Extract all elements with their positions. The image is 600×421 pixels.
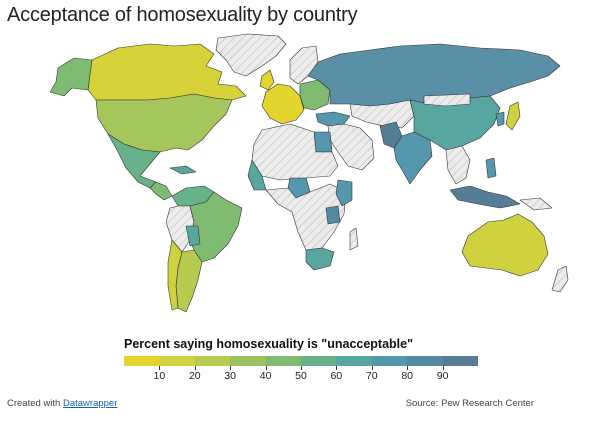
middle-east-region[interactable] xyxy=(327,123,375,171)
legend-tick-label: 10 xyxy=(153,370,166,382)
credit-text: Created with Datawrapper xyxy=(7,398,117,409)
new-zealand-region[interactable] xyxy=(551,265,569,293)
legend-swatch xyxy=(265,356,302,366)
legend-tick-mark xyxy=(194,366,196,370)
legend-swatch xyxy=(442,356,479,366)
legend-tick-label: 50 xyxy=(295,370,307,382)
australia-region[interactable] xyxy=(461,213,549,277)
egypt-region[interactable] xyxy=(313,131,333,153)
legend-swatch xyxy=(230,356,266,366)
east-africa-region[interactable] xyxy=(335,179,353,207)
legend-tick-label: 90 xyxy=(436,370,449,382)
legend-tick-mark xyxy=(230,366,232,370)
india-region[interactable] xyxy=(393,131,433,185)
central-asia-region[interactable] xyxy=(349,99,415,129)
turkey-region[interactable] xyxy=(315,111,351,127)
world-map-svg[interactable] xyxy=(0,30,600,330)
korea-region[interactable] xyxy=(495,111,505,127)
legend-swatch xyxy=(301,356,337,366)
central-america-region[interactable] xyxy=(149,181,173,201)
japan-region[interactable] xyxy=(505,101,521,131)
mongolia-region[interactable] xyxy=(423,93,471,107)
legend-tick-label: 30 xyxy=(224,370,237,382)
legend-tick-label: 70 xyxy=(365,370,378,382)
legend-tick-mark xyxy=(371,366,373,370)
legend-tick-mark xyxy=(442,366,444,370)
legend-swatch xyxy=(407,356,443,366)
western-europe-region[interactable] xyxy=(261,83,305,125)
south-africa-region[interactable] xyxy=(305,247,335,271)
madagascar-region[interactable] xyxy=(349,227,359,251)
map-title: Acceptance of homosexuality by country xyxy=(7,4,358,26)
philippines-region[interactable] xyxy=(485,157,497,179)
west-africa-region[interactable] xyxy=(247,159,267,191)
papua-region[interactable] xyxy=(519,197,553,211)
indonesia-region[interactable] xyxy=(449,185,521,209)
mexico-region[interactable] xyxy=(107,133,161,189)
legend-title: Percent saying homosexuality is "unaccep… xyxy=(124,337,414,351)
legend-swatch xyxy=(159,356,195,366)
legend-tick-label: 80 xyxy=(401,370,414,382)
legend-ticks: 10 20 30 40 50 60 70 80 90 xyxy=(124,366,478,382)
source-text: Source: Pew Research Center xyxy=(405,398,534,409)
legend-swatch xyxy=(371,356,408,366)
central-africa-region[interactable] xyxy=(265,183,347,251)
legend-swatch xyxy=(124,356,160,366)
legend-swatch xyxy=(194,356,231,366)
legend-swatch xyxy=(336,356,372,366)
greenland-region[interactable] xyxy=(215,33,287,77)
uk-region[interactable] xyxy=(259,69,275,91)
legend-tick-mark xyxy=(159,366,161,370)
southeast-asia-region[interactable] xyxy=(445,145,471,185)
legend-tick-mark xyxy=(301,366,302,370)
credit-prefix: Created with xyxy=(7,398,63,409)
legend-tick-label: 60 xyxy=(330,370,343,382)
legend-tick-mark xyxy=(407,366,409,370)
legend-tick-label: 20 xyxy=(188,370,201,382)
tanzania-region[interactable] xyxy=(325,205,341,225)
alaska-region[interactable] xyxy=(49,57,93,97)
world-map[interactable] xyxy=(0,30,600,330)
legend-tick-mark xyxy=(336,366,338,370)
chile-region[interactable] xyxy=(167,239,183,311)
datawrapper-link[interactable]: Datawrapper xyxy=(62,398,118,409)
legend-color-scale xyxy=(124,356,479,366)
legend-tick-mark xyxy=(265,366,267,370)
caribbean-region[interactable] xyxy=(169,165,197,175)
legend-tick-label: 40 xyxy=(259,370,272,382)
bolivia-region[interactable] xyxy=(185,225,201,247)
